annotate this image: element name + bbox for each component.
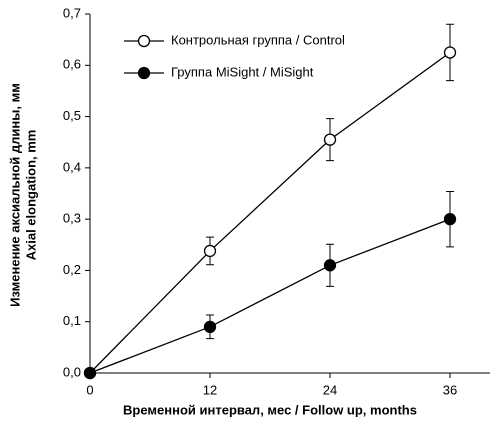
data-point bbox=[203, 244, 217, 258]
data-point bbox=[323, 259, 337, 272]
x-tick-label: 0 bbox=[86, 382, 93, 397]
data-point bbox=[443, 212, 457, 226]
y-axis-label: Изменение аксиальной длины, мм bbox=[7, 83, 22, 307]
legend-label: Группа MiSight / MiSight bbox=[171, 64, 314, 79]
y-tick-label: 0,6 bbox=[63, 57, 81, 72]
data-point bbox=[443, 46, 457, 59]
x-tick-label: 12 bbox=[203, 382, 217, 397]
y-tick-label: 0,7 bbox=[63, 5, 81, 20]
legend-marker bbox=[137, 66, 151, 80]
data-point bbox=[83, 366, 97, 380]
x-tick-label: 24 bbox=[323, 382, 337, 397]
series-line bbox=[89, 218, 451, 374]
y-tick-label: 0,2 bbox=[63, 262, 81, 277]
legend-marker bbox=[137, 34, 151, 48]
y-tick-label: 0,1 bbox=[63, 313, 81, 328]
x-axis-label: Временной интервал, мес / Follow up, mon… bbox=[123, 402, 417, 417]
y-axis-label: Axial elongation, mm bbox=[23, 130, 38, 261]
series-line bbox=[89, 51, 451, 374]
x-tick-label: 36 bbox=[443, 382, 457, 397]
legend-label: Контрольная группа / Control bbox=[171, 32, 345, 47]
y-tick-label: 0,5 bbox=[63, 108, 81, 123]
data-point bbox=[203, 320, 217, 333]
y-tick-label: 0,3 bbox=[63, 211, 81, 226]
y-tick-label: 0,0 bbox=[63, 364, 81, 379]
data-point bbox=[323, 133, 337, 146]
y-tick-label: 0,4 bbox=[63, 159, 81, 174]
